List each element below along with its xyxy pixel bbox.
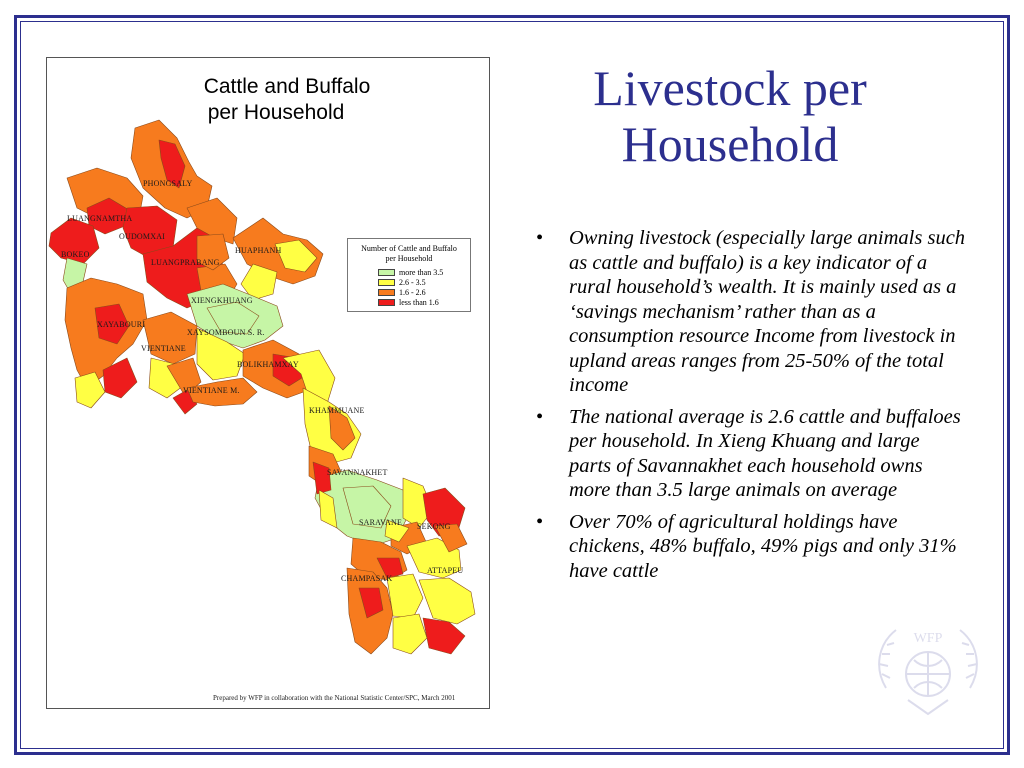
map-region <box>328 405 356 451</box>
label-attapeu: ATTAPEU <box>427 566 464 575</box>
map-region <box>94 303 130 345</box>
label-savannakhet: SAVANNAKHET <box>327 468 388 477</box>
label-saravane: SARAVANE <box>359 518 403 527</box>
label-xayabouri: XAYABOURI <box>97 320 146 329</box>
map-region <box>422 617 466 655</box>
legend-title-line2: per Household <box>385 254 433 263</box>
bullet-item: • The national average is 2.6 cattle and… <box>536 405 966 503</box>
map-region <box>386 573 424 619</box>
map-panel: Cattle and Buffalo per Household PHONGSA… <box>46 57 490 709</box>
legend-label: less than 1.6 <box>399 298 439 307</box>
map-region <box>402 477 434 529</box>
label-khammuane: KHAMMUANE <box>309 406 365 415</box>
bullet-item: • Over 70% of agricultural holdings have… <box>536 510 966 584</box>
map-region <box>48 217 100 265</box>
map-title-line2: per Household <box>207 101 345 124</box>
bullet-glyph: • <box>536 405 544 428</box>
slide-inner-frame <box>20 21 1004 749</box>
bullet-text: Owning livestock (especially large anima… <box>569 227 966 396</box>
bullet-text: Over 70% of agricultural holdings have c… <box>569 510 957 582</box>
map-title: Cattle and Buffalo per Household <box>167 74 407 126</box>
label-luangprabang: LUANGPRABANG <box>151 258 220 267</box>
map-region <box>186 377 258 407</box>
label-champasak: CHAMPASAK <box>341 574 393 583</box>
legend-title-line1: Number of Cattle and Buffalo <box>361 244 457 253</box>
map-region <box>418 577 476 625</box>
label-xiengkhuang: XIENGKHUANG <box>191 296 253 305</box>
map-region <box>392 613 428 655</box>
legend-item: 2.6 - 3.5 <box>378 278 426 287</box>
label-vientiane: VIENTIANE <box>141 344 186 353</box>
legend-label: 2.6 - 3.5 <box>399 278 426 287</box>
label-luangnamtha: LUANGNAMTHA <box>67 214 133 223</box>
map-region <box>74 371 106 409</box>
map-title-line1: Cattle and Buffalo <box>203 75 371 98</box>
map-region <box>206 301 260 335</box>
map-credit: Prepared by WFP in collaboration with th… <box>213 694 456 702</box>
legend-swatch <box>378 269 395 276</box>
map-region <box>158 139 186 189</box>
label-oudomxai: OUDOMXAI <box>119 232 166 241</box>
bullet-glyph: • <box>536 227 544 249</box>
map-region <box>186 197 238 245</box>
map-region <box>102 357 138 399</box>
label-bokeo: BOKEO <box>61 250 90 259</box>
map-region <box>376 557 404 579</box>
laos-choropleth-map <box>48 119 476 655</box>
wfp-watermark-logo: WFP <box>878 629 978 716</box>
slide-outer-frame <box>14 15 1010 755</box>
map-region <box>142 311 198 365</box>
map-region <box>196 233 230 271</box>
legend-item: more than 3.5 <box>378 268 443 277</box>
legend-swatch <box>378 279 395 286</box>
map-region <box>166 357 202 397</box>
bullet-glyph: • <box>536 510 544 533</box>
legend-item: 1.6 - 2.6 <box>378 288 426 297</box>
bullet-text: The national average is 2.6 cattle and b… <box>569 405 961 502</box>
map-region <box>318 489 338 529</box>
legend-label: more than 3.5 <box>399 268 444 277</box>
legend-swatch <box>378 289 395 296</box>
label-huaphanh: HUAPHANH <box>235 246 282 255</box>
label-vientiane-m: VIENTIANE M. <box>183 386 240 395</box>
legend-title: Number of Cattle and Buffalo per Househo… <box>348 244 470 264</box>
map-region <box>240 263 278 301</box>
map-region <box>384 519 410 543</box>
label-xaysomboun: XAYSOMBOUN S. R. <box>187 328 265 337</box>
wfp-logo-text: WFP <box>914 631 943 646</box>
label-phongsaly: PHONGSALY <box>143 179 193 188</box>
map-region <box>196 327 246 381</box>
legend-label: 1.6 - 2.6 <box>399 288 426 297</box>
map-region <box>274 239 318 273</box>
legend-item: less than 1.6 <box>378 298 439 307</box>
bullet-list: • Owning livestock (especially large ani… <box>536 226 966 590</box>
bullet-item: • Owning livestock (especially large ani… <box>536 226 966 398</box>
map-region <box>434 523 468 553</box>
label-sekong: SEKONG <box>417 522 451 531</box>
map-region <box>312 461 332 495</box>
label-bolikhamxay: BOLIKHAMXAY <box>237 360 299 369</box>
map-region <box>342 485 392 529</box>
map-legend: Number of Cattle and Buffalo per Househo… <box>347 238 471 312</box>
slide-title: Livestock per Household <box>593 60 867 172</box>
map-region <box>358 587 384 619</box>
legend-swatch <box>378 299 395 306</box>
